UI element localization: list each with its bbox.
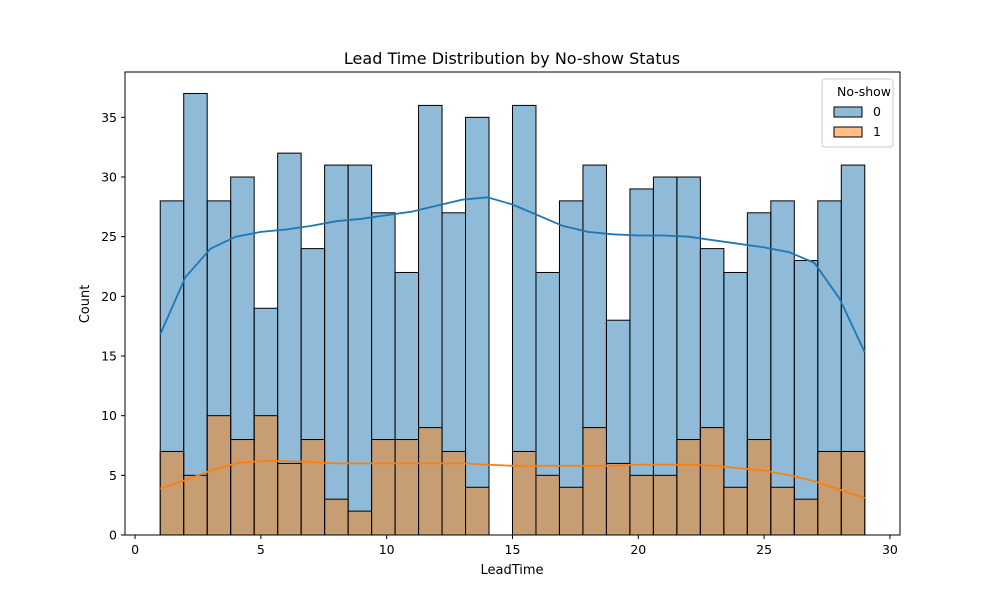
histogram-bar [324,498,349,536]
histogram-bar [183,474,208,536]
histogram-bar [629,474,654,536]
histogram-bar [230,439,255,536]
x-tick-label: 0 [131,542,139,557]
histogram-bar [582,427,607,536]
legend: No-show 0 1 [821,78,894,148]
histogram-bar [558,200,584,536]
histogram-bar [746,439,772,536]
histogram-bar [300,439,326,536]
histogram-bar [512,450,537,536]
x-tick-label: 25 [756,542,772,557]
y-tick-label: 0 [109,528,117,543]
y-axis-label: Count [78,285,93,324]
histogram-bar [535,474,560,536]
histogram-bar [676,439,701,536]
kde-line [159,196,866,353]
legend-title: No-show [837,84,891,99]
y-tick-label: 15 [101,349,117,364]
histogram-bar [699,427,725,536]
y-tick-label: 25 [101,229,117,244]
histogram-bar [394,439,420,536]
histogram-bar [253,415,279,536]
x-tick-label: 15 [505,542,521,557]
legend-label-series-0: 0 [873,104,881,119]
histogram-bar [605,462,631,536]
x-tick-label: 30 [882,542,898,557]
histogram-bar [793,260,819,536]
legend-swatch-series-0 [833,106,863,118]
y-tick-label: 30 [101,170,117,185]
y-tick-label: 35 [101,110,117,125]
histogram-bar [159,450,185,536]
histogram-bar [183,92,208,536]
histogram-bar [652,474,678,536]
histogram-bar [817,450,842,536]
x-tick-label: 5 [257,542,265,557]
histogram-bar [371,439,396,536]
histogram-bar [347,510,373,536]
histogram-bar [793,498,819,536]
kde-line [159,460,866,499]
y-tick-label: 5 [109,468,117,483]
legend-swatch-series-1 [833,126,863,138]
histogram-bar [465,486,490,536]
legend-label-series-1: 1 [873,124,881,139]
chart-title: Lead Time Distribution by No-show Status [344,49,680,68]
x-tick-label: 20 [630,542,646,557]
histogram-bar [277,462,302,536]
y-tick-label: 20 [101,289,117,304]
histogram-bar [770,486,795,536]
kde-lines [159,196,866,499]
histogram-bar [418,427,443,536]
y-tick-label: 10 [101,408,117,423]
x-axis-label: LeadTime [480,563,543,578]
x-tick-label: 10 [379,542,395,557]
histogram-bar [206,415,232,536]
histogram-bar [465,116,490,536]
histogram-bar [558,486,584,536]
histogram-bar [723,486,748,536]
